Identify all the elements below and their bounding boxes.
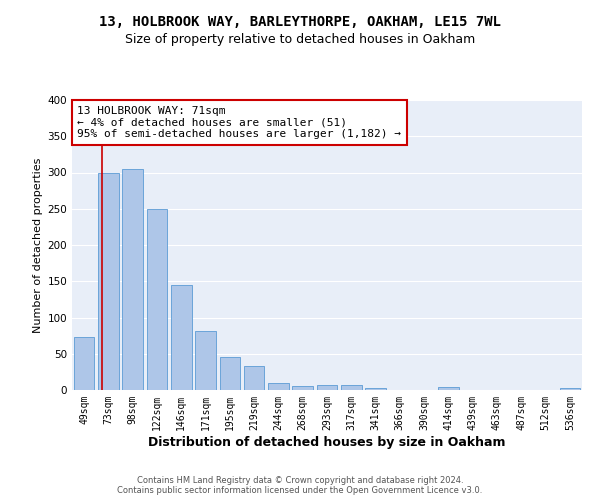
- Text: Contains HM Land Registry data © Crown copyright and database right 2024.
Contai: Contains HM Land Registry data © Crown c…: [118, 476, 482, 495]
- Bar: [292, 386, 313, 390]
- X-axis label: Distribution of detached houses by size in Oakham: Distribution of detached houses by size …: [148, 436, 506, 448]
- Bar: [122, 169, 143, 390]
- Text: Size of property relative to detached houses in Oakham: Size of property relative to detached ho…: [125, 32, 475, 46]
- Text: 13, HOLBROOK WAY, BARLEYTHORPE, OAKHAM, LE15 7WL: 13, HOLBROOK WAY, BARLEYTHORPE, OAKHAM, …: [99, 15, 501, 29]
- Bar: [268, 383, 289, 390]
- Bar: [74, 337, 94, 390]
- Bar: [438, 387, 459, 390]
- Y-axis label: Number of detached properties: Number of detached properties: [33, 158, 43, 332]
- Bar: [341, 385, 362, 390]
- Bar: [560, 388, 580, 390]
- Bar: [365, 388, 386, 390]
- Bar: [98, 172, 119, 390]
- Bar: [317, 385, 337, 390]
- Bar: [220, 358, 240, 390]
- Bar: [244, 366, 265, 390]
- Bar: [171, 285, 191, 390]
- Bar: [146, 209, 167, 390]
- Text: 13 HOLBROOK WAY: 71sqm
← 4% of detached houses are smaller (51)
95% of semi-deta: 13 HOLBROOK WAY: 71sqm ← 4% of detached …: [77, 106, 401, 139]
- Bar: [195, 330, 216, 390]
